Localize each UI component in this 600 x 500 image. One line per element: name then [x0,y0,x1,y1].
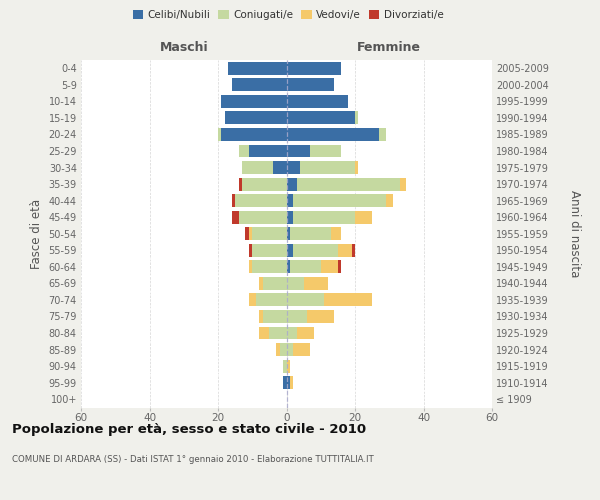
Bar [287,294,324,306]
Bar [287,78,334,92]
Bar [338,244,352,257]
Bar [245,228,249,240]
Bar [218,128,221,141]
Bar [249,228,252,240]
Bar [287,194,293,207]
Bar [242,178,287,190]
Legend: Celibi/Nubili, Coniugati/e, Vedovi/e, Divorziati/e: Celibi/Nubili, Coniugati/e, Vedovi/e, Di… [131,8,445,22]
Bar [287,128,379,141]
Bar [352,244,355,257]
Bar [239,178,242,190]
Bar [324,294,372,306]
Bar [287,62,341,74]
Bar [287,277,304,290]
Bar [355,161,358,174]
Bar [287,360,290,372]
Bar [287,95,348,108]
Bar [293,343,310,356]
Bar [297,178,400,190]
Bar [221,128,287,141]
Bar [249,260,252,274]
Bar [293,194,386,207]
Bar [304,277,328,290]
Bar [287,228,290,240]
Bar [249,244,252,257]
Text: Femmine: Femmine [357,41,421,54]
Bar [252,244,287,257]
Bar [273,161,287,174]
Text: Maschi: Maschi [160,41,208,54]
Text: COMUNE DI ARDARA (SS) - Dati ISTAT 1° gennaio 2010 - Elaborazione TUTTITALIA.IT: COMUNE DI ARDARA (SS) - Dati ISTAT 1° ge… [12,455,374,464]
Bar [287,112,355,124]
Bar [232,194,235,207]
Bar [242,161,273,174]
Bar [263,277,287,290]
Bar [259,326,269,340]
Bar [287,144,310,158]
Bar [239,210,287,224]
Bar [297,326,314,340]
Bar [276,343,280,356]
Bar [386,194,392,207]
Bar [232,78,287,92]
Bar [287,244,293,257]
Y-axis label: Fasce di età: Fasce di età [30,198,43,269]
Bar [400,178,406,190]
Bar [225,112,287,124]
Bar [290,376,293,389]
Bar [307,310,334,323]
Bar [290,260,321,274]
Bar [310,144,341,158]
Bar [287,343,293,356]
Bar [249,294,256,306]
Bar [293,244,338,257]
Bar [287,310,307,323]
Bar [228,62,287,74]
Bar [221,95,287,108]
Bar [355,112,358,124]
Bar [239,144,249,158]
Bar [300,161,355,174]
Bar [283,360,287,372]
Bar [293,210,355,224]
Bar [338,260,341,274]
Bar [287,376,290,389]
Bar [331,228,341,240]
Bar [280,343,287,356]
Bar [290,228,331,240]
Bar [259,277,263,290]
Bar [287,260,290,274]
Y-axis label: Anni di nascita: Anni di nascita [568,190,581,278]
Bar [263,310,287,323]
Text: Popolazione per età, sesso e stato civile - 2010: Popolazione per età, sesso e stato civil… [12,422,366,436]
Bar [252,228,287,240]
Bar [287,210,293,224]
Bar [232,210,239,224]
Bar [256,294,287,306]
Bar [249,144,287,158]
Bar [235,194,287,207]
Bar [252,260,287,274]
Bar [355,210,372,224]
Bar [269,326,287,340]
Bar [259,310,263,323]
Bar [287,178,297,190]
Bar [379,128,386,141]
Bar [321,260,338,274]
Bar [287,161,300,174]
Bar [283,376,287,389]
Bar [287,326,297,340]
